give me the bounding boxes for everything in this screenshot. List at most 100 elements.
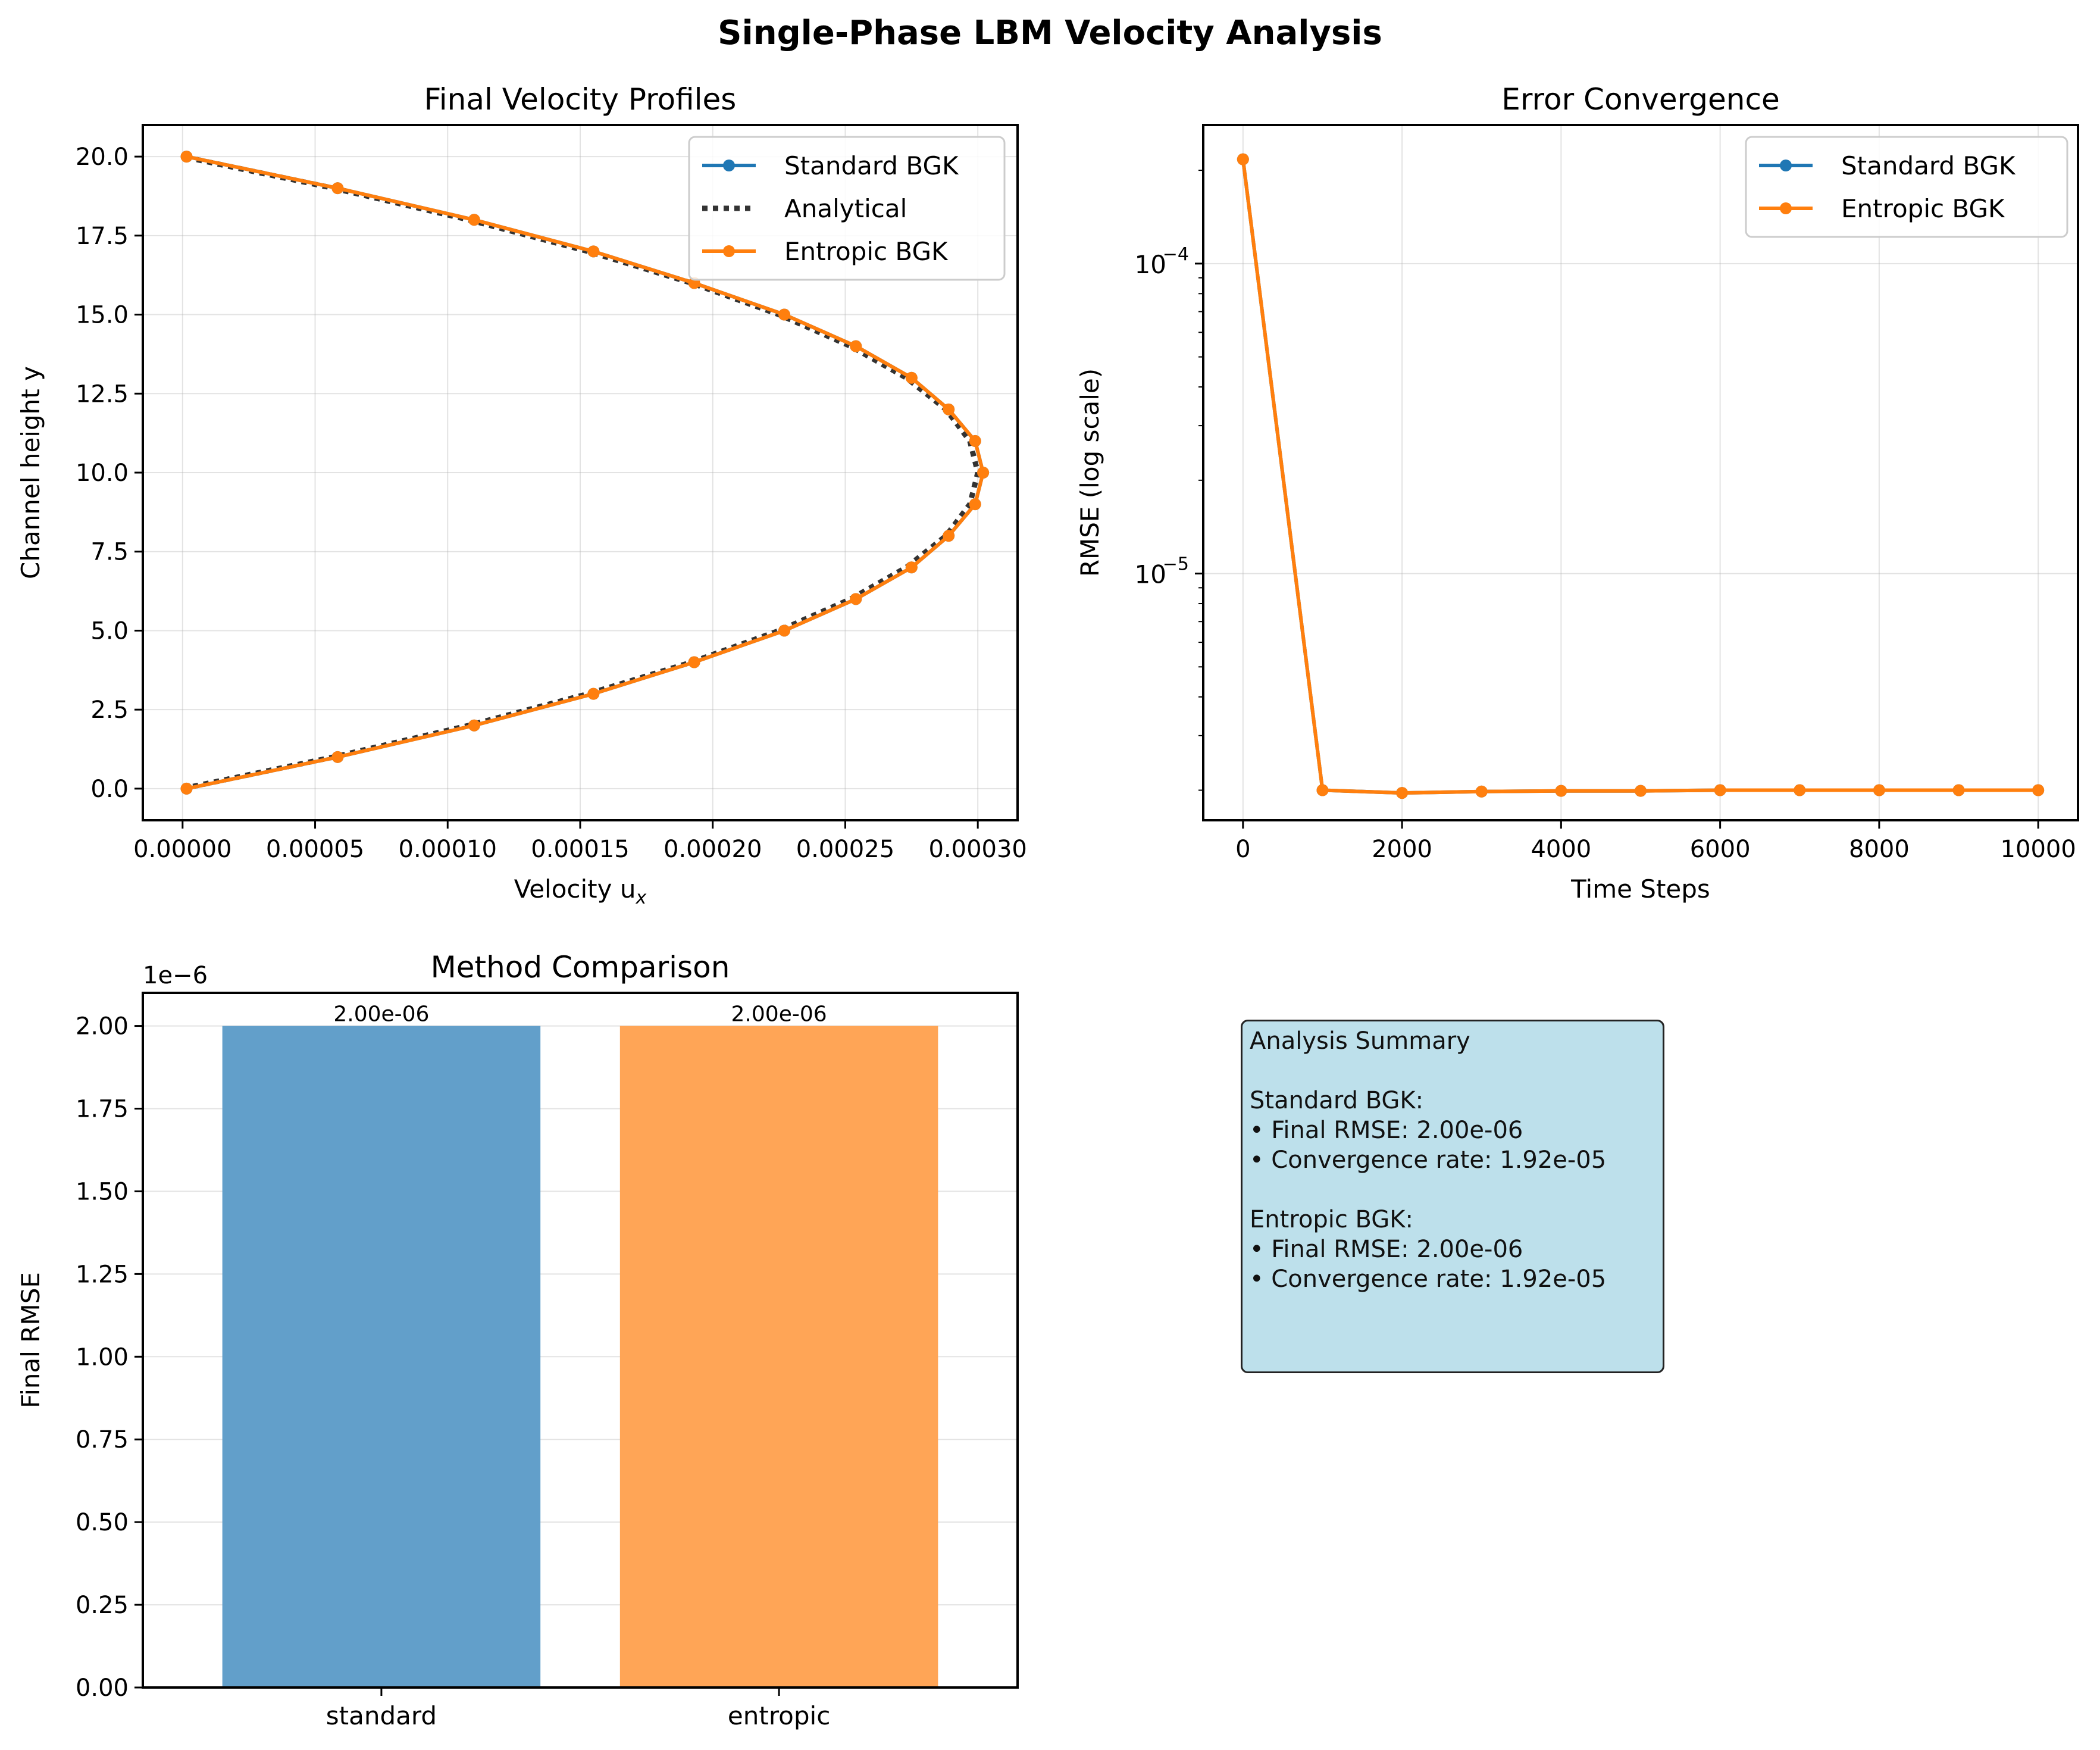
entropic-bgk-point (905, 371, 918, 384)
y-tick-label: 10 (1135, 250, 1166, 279)
x-tick-label: 10000 (2001, 836, 2076, 863)
bar-value-label: 2.00e-06 (333, 1002, 429, 1027)
convergence-title: Error Convergence (1501, 82, 1779, 117)
y-tick-label: 1.50 (76, 1178, 129, 1205)
analysis-summary-box: Analysis Summary Standard BGK: • Final R… (1241, 1020, 1664, 1373)
comparison-title: Method Comparison (431, 950, 730, 985)
legend-label: Analytical (784, 194, 907, 223)
entropic-bgk-point (1396, 787, 1409, 799)
y-tick-label: 12.5 (76, 380, 129, 408)
entropic-bgk-point (1237, 153, 1249, 165)
convergence-axes-frame (1202, 124, 2079, 821)
summary-line: • Final RMSE: 2.00e-06 (1250, 1117, 1523, 1144)
x-label-subscript: x (635, 888, 646, 908)
y-offset-label: 1e−6 (143, 962, 208, 989)
profiles-legend (688, 136, 1006, 281)
entropic-bgk-point (850, 340, 862, 352)
entropic-bgk-point (1555, 785, 1567, 797)
summary-line: • Convergence rate: 1.92e-05 (1250, 1146, 1607, 1174)
entropic-bgk-point (778, 308, 790, 321)
comparison-y-label: Final RMSE (16, 1272, 45, 1408)
profiles-x-label: Velocity ux (514, 874, 647, 908)
convergence-x-label: Time Steps (1570, 874, 1710, 904)
x-tick-label: 0 (1235, 836, 1250, 863)
y-tick-label: 2.00 (76, 1013, 129, 1040)
summary-line: • Final RMSE: 2.00e-06 (1250, 1236, 1523, 1263)
y-tick-label: 0.0 (90, 776, 129, 803)
entropic-bgk-point (587, 688, 600, 700)
y-tick-exponent: −5 (1163, 554, 1189, 575)
entropic-bgk-point (1873, 784, 1885, 796)
entropic-bgk-point (1952, 784, 1965, 796)
entropic-bgk-point (331, 182, 344, 195)
y-tick-label: 15.0 (76, 302, 129, 329)
entropic-bgk-point (688, 656, 700, 668)
y-tick-label: 5.0 (90, 617, 129, 645)
entropic-bgk-series-line (1241, 159, 2039, 795)
entropic-bgk-point (331, 751, 344, 763)
x-tick-label: 6000 (1690, 836, 1751, 863)
legend-marker (723, 245, 735, 257)
convergence-y-label: RMSE (log scale) (1075, 368, 1104, 577)
legend-marker (723, 160, 735, 171)
bar-value-label: 2.00e-06 (731, 1002, 827, 1027)
legend-label: Entropic BGK (1841, 194, 2005, 223)
entropic-bgk-point (850, 593, 862, 605)
comparison-axes-frame (142, 992, 1019, 1689)
y-tick-exponent: −4 (1163, 244, 1189, 265)
x-tick-label: 0.00025 (796, 836, 894, 863)
y-tick-label: 1.75 (76, 1096, 129, 1123)
y-tick-label: 10.0 (76, 460, 129, 487)
entropic-bgk-point (943, 403, 955, 415)
x-tick-label: 4000 (1531, 836, 1591, 863)
entropic-bgk-point (1316, 784, 1329, 796)
convergence-legend (1745, 136, 2068, 238)
entropic-bar (619, 1026, 938, 1688)
y-tick-label: 0.75 (76, 1426, 129, 1454)
legend-marker (1780, 202, 1792, 214)
entropic-bgk-point (180, 782, 193, 795)
y-tick-label: 2.5 (90, 696, 129, 724)
comparison-panel: 2.00e-06 standard 2.00e-06 entropic 0.00 0.25… (16, 950, 1019, 1730)
legend-label: Entropic BGK (784, 237, 949, 266)
entropic-bgk-point (778, 624, 790, 637)
y-tick-label: 0.25 (76, 1592, 129, 1619)
entropic-bgk-point (587, 245, 600, 258)
legend-label: Standard BGK (784, 151, 959, 180)
entropic-bgk-point (1714, 784, 1726, 796)
x-tick-label: 2000 (1372, 836, 1432, 863)
entropic-bgk-point (943, 530, 955, 542)
y-tick-label: 0.50 (76, 1509, 129, 1536)
x-tick-label: standard (326, 1701, 437, 1730)
legend-marker (1780, 160, 1792, 171)
profiles-panel: 0.00000 0.00005 0.00010 0.00015 0.00020 0.000… (16, 82, 1027, 908)
entropic-bgk-point (1475, 785, 1488, 798)
x-tick-label: 0.00020 (664, 836, 762, 863)
entropic-bgk-point (977, 467, 990, 479)
summary-line (1250, 1175, 1655, 1205)
entropic-bgk-point (2032, 784, 2045, 796)
summary-line: Analysis Summary (1250, 1027, 1470, 1055)
y-tick-label: 0.00 (76, 1674, 129, 1702)
figure-title: Single-Phase LBM Velocity Analysis (718, 14, 1382, 52)
entropic-bgk-point (1635, 785, 1647, 797)
y-tick-label: 20.0 (76, 143, 129, 171)
profiles-title: Final Velocity Profiles (424, 82, 737, 117)
x-tick-label: 0.00010 (399, 836, 497, 863)
y-tick-label: 17.5 (76, 223, 129, 250)
x-tick-label: entropic (728, 1701, 830, 1730)
x-tick-label: 0.00030 (928, 836, 1026, 863)
x-tick-label: 0.00000 (133, 836, 231, 863)
standard-bar (222, 1026, 541, 1688)
y-tick-label: 10 (1135, 560, 1166, 589)
entropic-bgk-point (969, 498, 981, 511)
summary-line: Entropic BGK: (1250, 1206, 1413, 1233)
entropic-bgk-point (969, 435, 981, 447)
entropic-bgk-point (1794, 784, 1806, 796)
x-tick-label: 8000 (1849, 836, 1910, 863)
entropic-bgk-point (468, 719, 480, 732)
y-tick-label: 7.5 (90, 539, 129, 566)
entropic-bgk-point (468, 214, 480, 226)
